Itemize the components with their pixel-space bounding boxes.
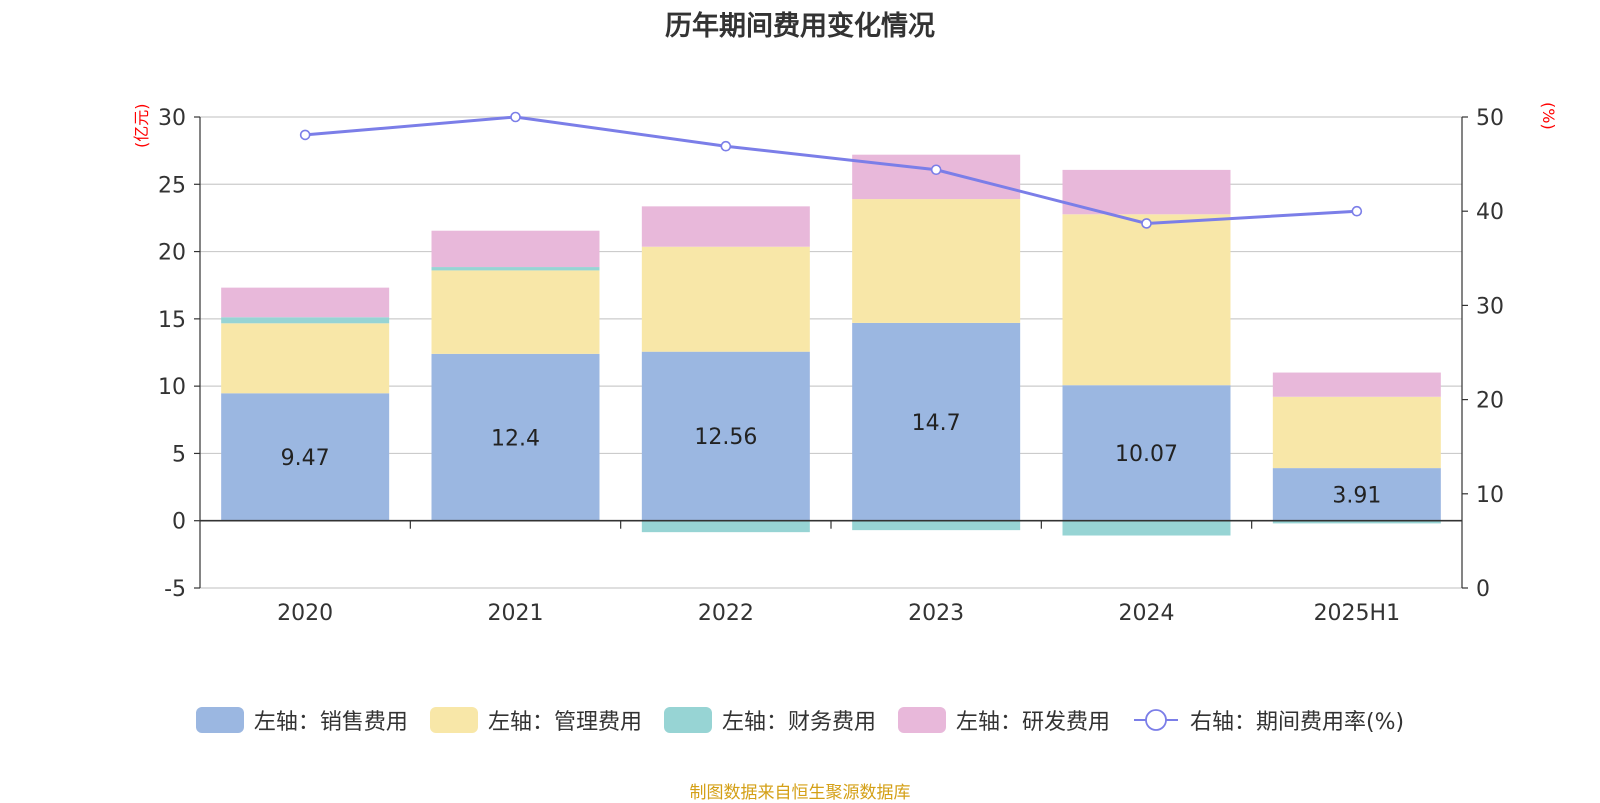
category-label: 2021: [488, 601, 544, 626]
bar-segment: [641, 520, 810, 533]
legend-label-admin: 左轴：管理费用: [487, 710, 642, 735]
bar-segment: [431, 270, 600, 354]
bar-segment: [1272, 396, 1441, 469]
right-tick-label: 50: [1476, 106, 1504, 131]
bar-segment: [221, 393, 390, 521]
rate-point: [299, 129, 311, 141]
legend-item-rnd[interactable]: 左轴：研发费用: [897, 704, 1110, 736]
legend-item-rate[interactable]: 右轴：期间费用率(%): [1132, 704, 1404, 736]
bar-segment: [1062, 214, 1231, 386]
bar-segment: [641, 246, 810, 352]
legend-item-finance[interactable]: 左轴：财务费用: [663, 704, 876, 736]
legend-swatch-sales: [195, 707, 244, 733]
left-axis-unit: (亿元): [132, 103, 151, 149]
bar-segment: [641, 351, 810, 521]
legend-label-finance: 左轴：财务费用: [721, 710, 876, 735]
legend-label-rnd: 左轴：研发费用: [955, 710, 1110, 735]
legend-label-sales: 左轴：销售费用: [253, 710, 408, 735]
data-label: 14.7: [912, 411, 961, 436]
bar-segment: [221, 323, 390, 394]
bar-segment: [641, 206, 810, 247]
category-label: 2024: [1119, 601, 1175, 626]
right-tick-label: 0: [1476, 577, 1490, 602]
bar-segment: [852, 322, 1021, 521]
rate-point: [930, 164, 942, 176]
data-labels: 9.47 12.4 12.56 14.7 10.07 3.91: [281, 411, 1382, 509]
legend-item-sales[interactable]: 左轴：销售费用: [195, 704, 408, 736]
bar-segment: [1272, 372, 1441, 397]
rate-point: [1351, 205, 1363, 217]
legend-label-rate: 右轴：期间费用率(%): [1189, 710, 1405, 735]
chart-title: 历年期间费用变化情况: [665, 11, 935, 42]
legend-marker: [1145, 709, 1167, 731]
axes: -5 0 5 10 15 20 25 30 0 10 20 30 40 50 2020 2021 2022 202…: [158, 106, 1504, 626]
category-label: 2022: [698, 601, 754, 626]
rate-point: [1141, 218, 1152, 229]
left-tick-label: 25: [158, 173, 186, 198]
data-label: 12.4: [491, 426, 540, 451]
bar-segment: [1062, 520, 1231, 536]
left-tick-label: 20: [158, 241, 186, 266]
legend-swatch-finance: [663, 707, 712, 733]
bar-segment: [852, 520, 1021, 531]
source-note: 制图数据来自恒生聚源数据库: [689, 783, 911, 803]
bar-segment: [221, 287, 390, 318]
category-label: 2020: [277, 601, 333, 626]
data-label: 12.56: [694, 425, 757, 450]
bar-segment: [431, 230, 600, 268]
right-tick-label: 40: [1476, 200, 1504, 225]
data-label: 10.07: [1115, 442, 1178, 467]
right-tick-label: 20: [1476, 389, 1504, 414]
rate-point: [510, 111, 521, 123]
left-tick-label: 10: [158, 375, 186, 400]
legend-item-admin[interactable]: 左轴：管理费用: [429, 704, 642, 736]
bar-segment: [1272, 520, 1441, 524]
legend-swatch-rnd: [897, 707, 946, 733]
data-label: 9.47: [281, 446, 330, 471]
right-tick-label: 10: [1476, 483, 1504, 508]
category-label: 2023: [908, 601, 964, 626]
left-tick-label: 5: [172, 442, 186, 467]
rate-line-path: [305, 115, 1357, 225]
right-axis-unit: (%): [1539, 102, 1558, 130]
bar-segment: [852, 154, 1021, 200]
rate-line: [299, 111, 1363, 229]
left-tick-label: 15: [158, 308, 186, 333]
data-label: 3.91: [1332, 483, 1381, 508]
left-tick-label: 0: [172, 510, 186, 535]
right-tick-label: 30: [1476, 294, 1504, 319]
rate-point: [720, 140, 732, 152]
bar-segment: [1272, 468, 1441, 521]
bar-segment: [221, 317, 390, 324]
left-tick-label: 30: [158, 106, 186, 131]
legend: 左轴：销售费用 左轴：管理费用 左轴：财务费用 左轴：研发费用 右轴：期间费用率…: [0, 704, 1600, 736]
bar-segment: [1062, 169, 1231, 215]
grid-lines: [200, 116, 1462, 589]
bars: [221, 154, 1441, 536]
bar-segment: [1062, 385, 1231, 521]
bar-segment: [852, 199, 1021, 323]
category-label: 2025H1: [1314, 601, 1401, 626]
legend-swatch-admin: [429, 707, 478, 733]
left-tick-label: -5: [164, 577, 186, 602]
legend-line-marker-icon: [1133, 709, 1178, 731]
bar-segment: [431, 353, 600, 521]
bar-segment: [431, 267, 600, 271]
